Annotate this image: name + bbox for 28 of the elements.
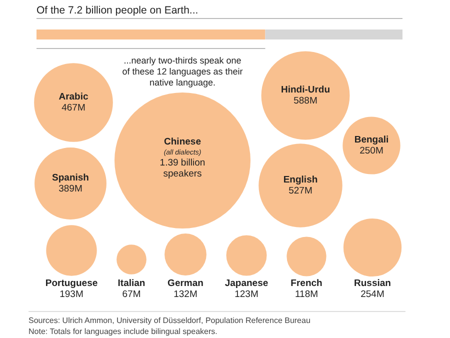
- text: ...nearly two-thirds speak one of these 12 languages as their native language.: [122, 56, 243, 88]
- category-label: Spanish: [52, 172, 90, 184]
- source-note: Sources: Ulrich Ammon, University of Düsseldorf, Population Reference Bureau: [28, 316, 310, 325]
- data-label: 132M: [174, 289, 198, 300]
- data-label: 389M: [58, 184, 82, 194]
- data-label: 123M: [234, 289, 258, 300]
- data-label: 527M: [288, 186, 312, 196]
- data-label: 254M: [360, 289, 384, 300]
- data-label: 1.39 billion speakers: [160, 158, 206, 180]
- category-label: German: [168, 278, 204, 289]
- text: Note: Totals for languages include bilingual speakers.: [28, 327, 218, 336]
- category-label: French: [290, 278, 323, 289]
- data-label: 588M: [294, 96, 318, 106]
- category-label: Russian: [354, 278, 392, 289]
- category-label: Japanese: [224, 278, 268, 289]
- category-label: Arabic: [58, 92, 88, 102]
- data-label: 67M: [122, 289, 141, 300]
- category-label: Chinese: [164, 136, 201, 148]
- category-label: Bengali: [354, 134, 389, 146]
- data-label: 467M: [62, 102, 86, 114]
- data-label: 193M: [60, 289, 84, 300]
- data-label: 118M: [294, 289, 318, 300]
- data-label: 250M: [360, 146, 384, 156]
- category-label: Portuguese: [45, 278, 98, 289]
- category-label: English: [283, 174, 318, 186]
- chart-title: Of the 7.2 billion people on Earth...: [36, 4, 198, 16]
- category-label: Hindi-Urdu: [280, 84, 330, 96]
- category-label: Italian: [118, 278, 146, 289]
